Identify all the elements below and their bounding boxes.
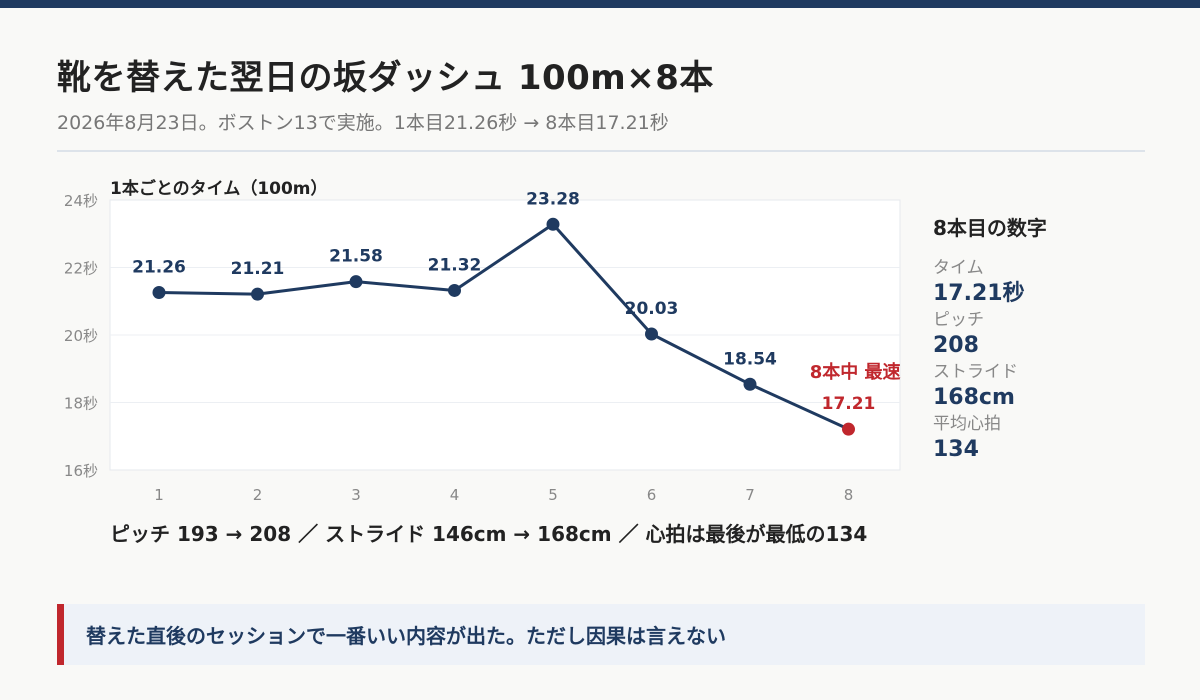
y-tick-label: 24秒 xyxy=(64,192,98,210)
chart-footnote: ピッチ 193 → 208 ／ ストライド 146cm → 168cm ／ 心拍… xyxy=(110,522,868,546)
data-label: 21.26 xyxy=(132,257,186,277)
side-panel-heading: 8本目の数字 xyxy=(933,216,1047,240)
fastest-annotation: 8本中 最速 xyxy=(810,361,901,383)
data-label: 23.28 xyxy=(526,189,580,209)
x-tick-label: 2 xyxy=(253,486,263,504)
stat-value: 17.21秒 xyxy=(933,281,1025,306)
series-line xyxy=(158,222,850,431)
header-divider xyxy=(57,150,1145,152)
data-point xyxy=(448,283,461,297)
stat-heart-rate: 平均心拍 134 xyxy=(933,415,1153,467)
callout-text: 替えた直後のセッションで一番いい内容が出た。ただし因果は言えない xyxy=(86,624,726,648)
x-tick-label: 1 xyxy=(154,486,164,504)
x-tick-label: 4 xyxy=(450,486,460,504)
data-point xyxy=(546,217,560,231)
x-tick-label: 5 xyxy=(548,486,558,504)
data-label: 21.58 xyxy=(329,247,383,267)
side-panel: 8本目の数字 タイム 17.21秒 ピッチ 208 ストライド 168cm 平均… xyxy=(933,212,1153,467)
data-point xyxy=(645,327,658,341)
stat-pitch: ピッチ 208 xyxy=(933,311,1153,363)
y-tick-label: 16秒 xyxy=(64,462,98,480)
stat-value: 134 xyxy=(933,437,979,462)
y-tick-label: 20秒 xyxy=(64,327,98,345)
page-subtitle: 2026年8月23日。ボストン13で実施。1本目21.26秒 → 8本目17.2… xyxy=(57,112,669,134)
top-accent-bar xyxy=(0,0,1200,8)
stat-time: タイム 17.21秒 xyxy=(933,259,1153,311)
stat-label: 平均心拍 xyxy=(933,414,1001,434)
y-tick-label: 18秒 xyxy=(64,395,98,413)
x-tick-label: 3 xyxy=(351,486,361,504)
data-point xyxy=(251,287,264,301)
data-point xyxy=(743,377,757,391)
stat-value: 168cm xyxy=(933,385,1015,410)
data-label: 20.03 xyxy=(625,299,679,319)
data-label: 18.54 xyxy=(723,349,777,369)
data-label: 21.21 xyxy=(231,259,285,279)
data-point xyxy=(842,422,855,436)
conclusion-callout: 替えた直後のセッションで一番いい内容が出た。ただし因果は言えない xyxy=(57,604,1145,665)
x-tick-label: 7 xyxy=(745,486,755,504)
data-label: 17.21 xyxy=(822,394,876,414)
page-title: 靴を替えた翌日の坂ダッシュ 100m×8本 xyxy=(57,58,714,98)
data-label: 21.32 xyxy=(428,255,482,275)
stat-label: ピッチ xyxy=(933,310,984,330)
stat-label: ストライド xyxy=(933,362,1018,382)
stat-stride: ストライド 168cm xyxy=(933,363,1153,415)
stat-value: 208 xyxy=(933,333,979,358)
data-point xyxy=(152,285,166,299)
data-point xyxy=(349,275,363,289)
x-tick-label: 6 xyxy=(647,486,657,504)
x-tick-label: 8 xyxy=(844,486,854,504)
y-tick-label: 22秒 xyxy=(64,260,98,278)
chart-title: 1本ごとのタイム（100m） xyxy=(110,179,328,199)
stat-label: タイム xyxy=(933,258,984,278)
